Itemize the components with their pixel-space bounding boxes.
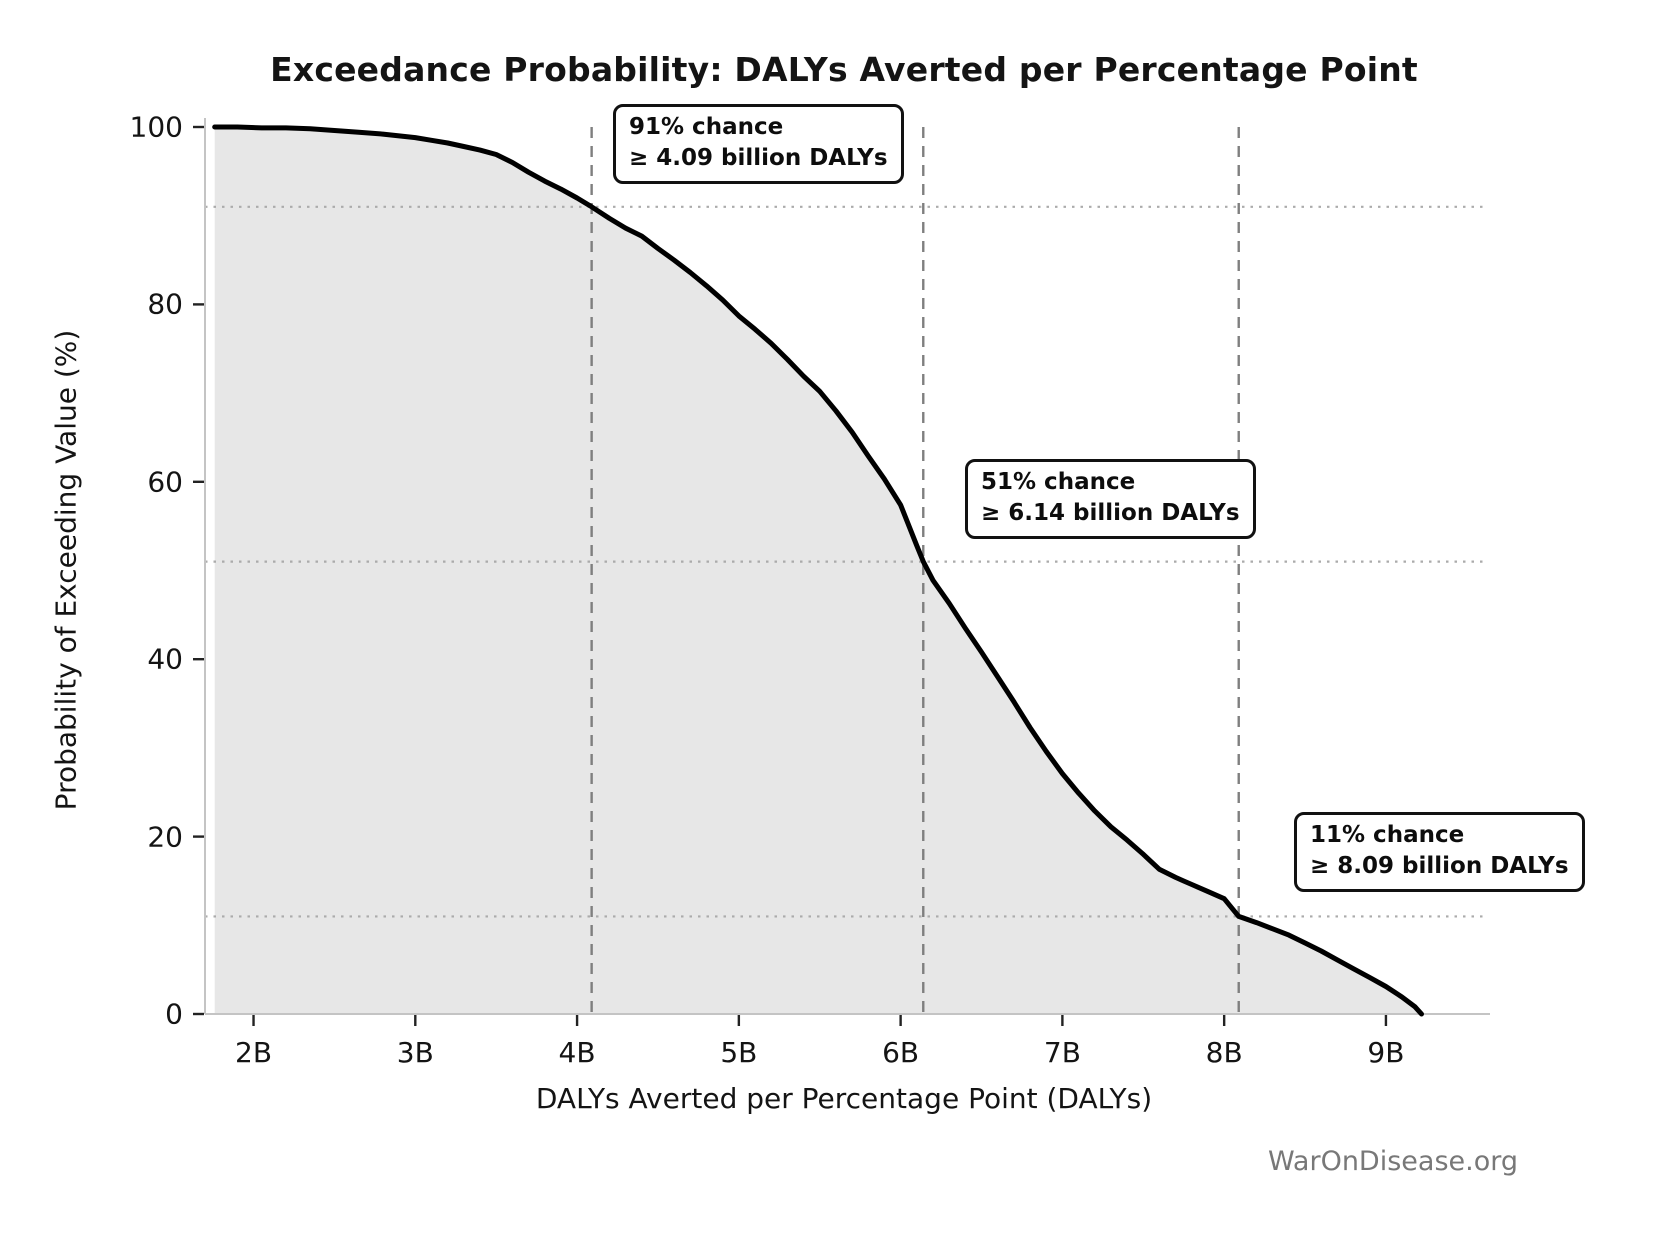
annotation-line1: 51% chance bbox=[981, 469, 1136, 495]
x-tick-label-8B: 8B bbox=[1205, 1036, 1243, 1069]
x-tick-label-7B: 7B bbox=[1043, 1036, 1081, 1069]
annotation-box-11pct: 11% chance ≥ 8.09 billion DALYs bbox=[1294, 812, 1585, 892]
y-tick-label-80: 80 bbox=[147, 287, 183, 321]
chart-title: Exceedance Probability: DALYs Averted pe… bbox=[270, 50, 1418, 89]
annotation-box-91pct: 91% chance ≥ 4.09 billion DALYs bbox=[613, 104, 904, 184]
y-tick-label-20: 20 bbox=[147, 820, 183, 854]
y-tick-label-0: 0 bbox=[165, 997, 183, 1031]
y-tick-label-60: 60 bbox=[147, 465, 183, 499]
annotation-box-51pct: 51% chance ≥ 6.14 billion DALYs bbox=[965, 459, 1256, 539]
y-tick-label-40: 40 bbox=[147, 642, 183, 676]
annotation-line2: ≥ 8.09 billion DALYs bbox=[1310, 853, 1569, 879]
x-tick-label-3B: 3B bbox=[396, 1036, 434, 1069]
exceedance-curve bbox=[212, 124, 1424, 1017]
annotation-line2: ≥ 4.09 billion DALYs bbox=[629, 145, 888, 171]
annotation-line2: ≥ 6.14 billion DALYs bbox=[981, 500, 1240, 526]
x-tick-label-4B: 4B bbox=[558, 1036, 596, 1069]
x-axis-label: DALYs Averted per Percentage Point (DALY… bbox=[535, 1082, 1153, 1115]
annotation-line1: 11% chance bbox=[1310, 822, 1465, 848]
watermark-text: WarOnDisease.org bbox=[1267, 1146, 1518, 1177]
x-tick-label-9B: 9B bbox=[1367, 1036, 1405, 1069]
annotation-line1: 91% chance bbox=[629, 114, 784, 140]
y-axis-label: Probability of Exceeding Value (%) bbox=[49, 329, 83, 811]
y-tick-label-100: 100 bbox=[129, 110, 183, 144]
area-fill bbox=[214, 127, 1422, 1014]
x-tick-label-5B: 5B bbox=[720, 1036, 758, 1069]
x-tick-label-2B: 2B bbox=[235, 1036, 273, 1069]
x-tick-label-6B: 6B bbox=[882, 1036, 920, 1069]
